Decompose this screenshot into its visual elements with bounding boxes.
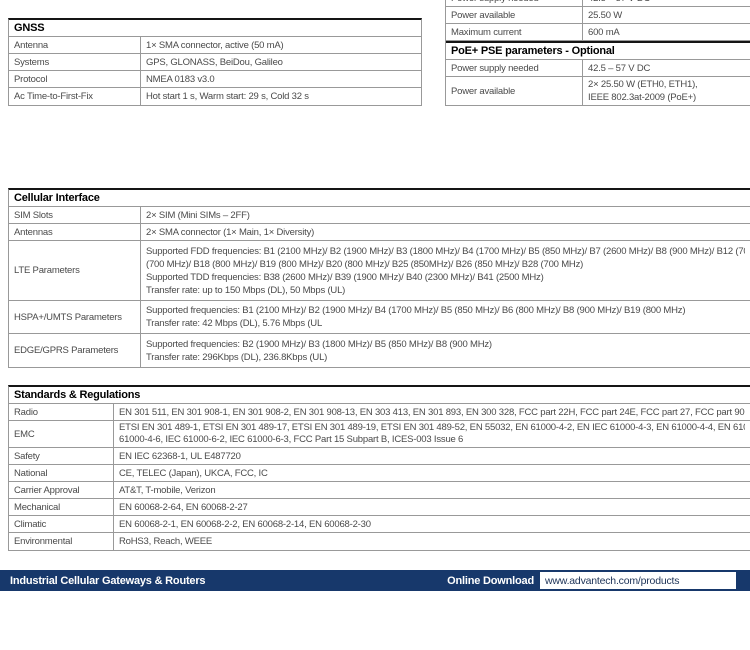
row-value: RoHS3, Reach, WEEE xyxy=(119,536,213,547)
row-label: HSPA+/UMTS Parameters xyxy=(9,301,141,333)
row-label: Systems xyxy=(9,54,141,70)
row-label: SIM Slots xyxy=(9,207,141,223)
row-value: Hot start 1 s, Warm start: 29 s, Cold 32… xyxy=(146,91,309,102)
row-value-line: Supported frequencies: B1 (2100 MHz)/ B2… xyxy=(146,305,686,316)
row-value-line: Transfer rate: up to 150 Mbps (DL), 50 M… xyxy=(146,284,346,296)
table-row: Protocol NMEA 0183 v3.0 xyxy=(9,71,421,88)
row-value: 2× SIM (Mini SIMs – 2FF) xyxy=(146,209,250,221)
table-row: EMC ETSI EN 301 489-1, ETSI EN 301 489-1… xyxy=(9,421,750,448)
footer-bar: Industrial Cellular Gateways & Routers O… xyxy=(0,570,750,591)
row-label: Power supply needed xyxy=(446,60,583,76)
row-label: LTE Parameters xyxy=(9,241,141,300)
table-row-clipped: Power supply needed 42.5 – 57 V DC xyxy=(446,0,750,7)
footer-download-label: Online Download xyxy=(447,574,534,587)
table-row: Carrier Approval AT&T, T-mobile, Verizon xyxy=(9,482,750,499)
row-value: NMEA 0183 v3.0 xyxy=(146,73,215,85)
row-label: Climatic xyxy=(9,516,114,532)
table-row: Power available 25.50 W xyxy=(446,7,750,24)
table-row: Environmental RoHS3, Reach, WEEE xyxy=(9,533,750,550)
row-label: Antennas xyxy=(9,224,141,240)
row-value: 1× SMA connector, active (50 mA) xyxy=(146,39,284,51)
row-value-line: IEEE 802.3at-2009 (PoE+) xyxy=(588,92,696,103)
table-row: Climatic EN 60068-2-1, EN 60068-2-2, EN … xyxy=(9,516,750,533)
row-value-line: (700 MHz)/ B18 (800 MHz)/ B19 (800 MHz)/… xyxy=(146,258,584,270)
row-label: Radio xyxy=(9,404,114,420)
footer-product-line: Industrial Cellular Gateways & Routers xyxy=(10,574,206,587)
row-value: EN 60068-2-1, EN 60068-2-2, EN 60068-2-1… xyxy=(119,518,371,530)
row-label: Environmental xyxy=(9,533,114,550)
row-value-line: Supported TDD frequencies: B38 (2600 MHz… xyxy=(146,271,544,283)
table-row: Radio EN 301 511, EN 301 908-1, EN 301 9… xyxy=(9,404,750,421)
cellular-table-title: Cellular Interface xyxy=(9,190,750,207)
table-row: Power available 2× 25.50 W (ETH0, ETH1),… xyxy=(446,77,750,105)
row-value-line: ETSI EN 301 489-1, ETSI EN 301 489-17, E… xyxy=(119,422,745,433)
gnss-table-title: GNSS xyxy=(9,20,421,37)
table-row: HSPA+/UMTS Parameters Supported frequenc… xyxy=(9,301,750,334)
row-value: AT&T, T-mobile, Verizon xyxy=(119,484,216,496)
table-row: Mechanical EN 60068-2-64, EN 60068-2-27 xyxy=(9,499,750,516)
gnss-table: GNSS Antenna 1× SMA connector, active (5… xyxy=(8,18,422,106)
row-label: Safety xyxy=(9,448,114,464)
table-row: National CE, TELEC (Japan), UKCA, FCC, I… xyxy=(9,465,750,482)
cellular-table: Cellular Interface SIM Slots 2× SIM (Min… xyxy=(8,188,750,368)
row-value: 42.5 – 57 V DC xyxy=(588,62,651,74)
row-label: Ac Time-to-First-Fix xyxy=(9,88,141,105)
table-row: Ac Time-to-First-Fix Hot start 1 s, Warm… xyxy=(9,88,421,105)
row-label: EMC xyxy=(9,421,114,447)
row-value: EN 60068-2-64, EN 60068-2-27 xyxy=(119,501,248,513)
table-row: Power supply needed 42.5 – 57 V DC xyxy=(446,60,750,77)
row-value: 600 mA xyxy=(588,26,620,38)
row-value: CE, TELEC (Japan), UKCA, FCC, IC xyxy=(119,467,268,479)
standards-table: Standards & Regulations Radio EN 301 511… xyxy=(8,385,750,551)
table-row: EDGE/GPRS Parameters Supported frequenci… xyxy=(9,334,750,367)
row-label: Maximum current xyxy=(446,24,583,40)
row-value: GPS, GLONASS, BeiDou, Galileo xyxy=(146,56,283,68)
row-value-line: Supported FDD frequencies: B1 (2100 MHz)… xyxy=(146,245,745,257)
row-label: Power available xyxy=(446,7,583,23)
table-row: Antennas 2× SMA connector (1× Main, 1× D… xyxy=(9,224,750,241)
table-row: LTE Parameters Supported FDD frequencies… xyxy=(9,241,750,301)
row-value: 25.50 W xyxy=(588,9,622,21)
row-value-line: 2× 25.50 W (ETH0, ETH1), xyxy=(588,79,698,90)
row-value-line: Transfer rate: 42 Mbps (DL), 5.76 Mbps (… xyxy=(146,318,323,329)
table-row: Safety EN IEC 62368-1, UL E487720 xyxy=(9,448,750,465)
row-value: 42.5 – 57 V DC xyxy=(588,0,745,5)
table-row: Maximum current 600 mA xyxy=(446,24,750,41)
row-value: 2× SMA connector (1× Main, 1× Diversity) xyxy=(146,226,315,238)
row-label: Power available xyxy=(446,77,583,105)
row-value-line: Supported frequencies: B2 (1900 MHz)/ B3… xyxy=(146,338,492,350)
row-label: Mechanical xyxy=(9,499,114,515)
row-label: EDGE/GPRS Parameters xyxy=(9,334,141,367)
row-label: Antenna xyxy=(9,37,141,53)
footer-url-link[interactable]: www.advantech.com/products xyxy=(540,572,736,589)
poe-pse-section-title: PoE+ PSE parameters - Optional xyxy=(446,41,750,60)
poe-table: Power supply needed 42.5 – 57 V DC Power… xyxy=(445,0,750,106)
row-value: EN IEC 62368-1, UL E487720 xyxy=(119,450,241,462)
row-label: Protocol xyxy=(9,71,141,87)
row-value: EN 301 511, EN 301 908-1, EN 301 908-2, … xyxy=(119,406,745,418)
standards-table-title: Standards & Regulations xyxy=(9,387,750,404)
row-value-line: 61000-4-6, IEC 61000-6-2, IEC 61000-6-3,… xyxy=(119,434,464,445)
row-value-line: Transfer rate: 296Kbps (DL), 236.8Kbps (… xyxy=(146,351,328,363)
row-label: Carrier Approval xyxy=(9,482,114,498)
row-label: National xyxy=(9,465,114,481)
table-row: Systems GPS, GLONASS, BeiDou, Galileo xyxy=(9,54,421,71)
table-row: SIM Slots 2× SIM (Mini SIMs – 2FF) xyxy=(9,207,750,224)
row-label: Power supply needed xyxy=(446,0,583,6)
table-row: Antenna 1× SMA connector, active (50 mA) xyxy=(9,37,421,54)
